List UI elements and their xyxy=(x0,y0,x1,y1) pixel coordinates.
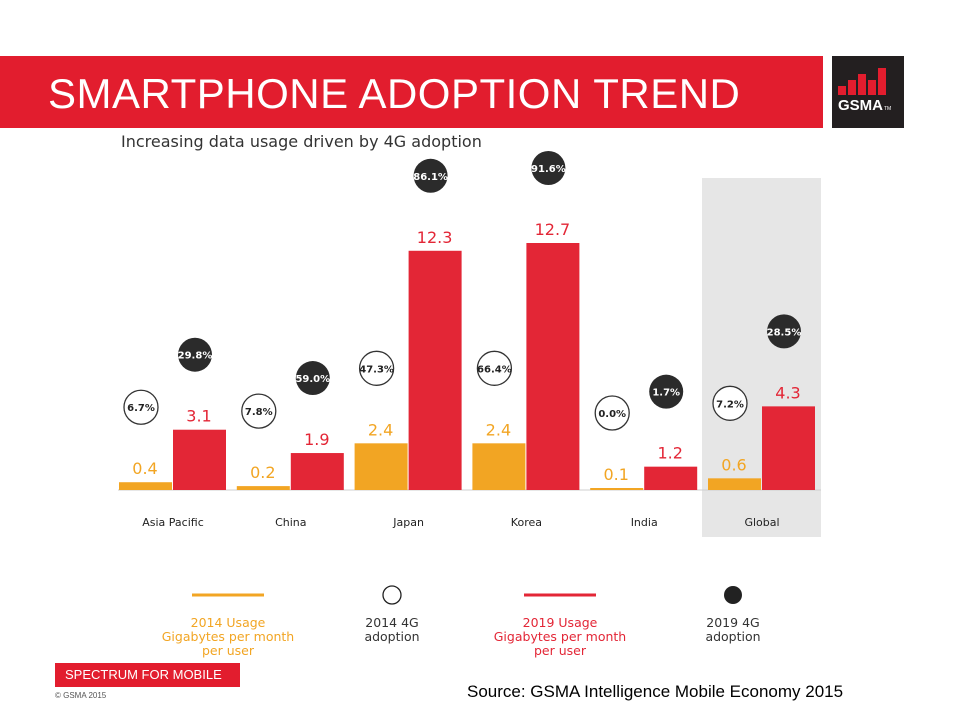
bar-2014 xyxy=(354,443,408,490)
data-label-2019: 12.3 xyxy=(417,228,453,247)
legend-label-line: Gigabytes per month xyxy=(494,629,626,644)
logo-block-2 xyxy=(848,80,856,95)
data-label-2019: 1.2 xyxy=(657,444,682,463)
data-label-2014: 0.1 xyxy=(603,465,628,484)
bar-2019 xyxy=(644,466,698,490)
legend-label-line: Gigabytes per month xyxy=(162,629,294,644)
legend-label-line: adoption xyxy=(705,629,760,644)
adoption-2019-badge xyxy=(178,337,212,372)
adoption-2014-label: 7.8% xyxy=(245,407,273,418)
legend-swatch-open-circle xyxy=(382,585,402,605)
logo-wordmark: GSMA xyxy=(838,97,883,114)
logo-block-4 xyxy=(868,80,876,95)
category-label: Japan xyxy=(392,516,424,529)
adoption-2019-badge xyxy=(767,314,801,349)
legend-label-line: adoption xyxy=(364,629,419,644)
title-bar: SMARTPHONE ADOPTION TREND xyxy=(0,56,823,128)
adoption-2019-label: 29.8% xyxy=(178,351,213,362)
category-label: Asia Pacific xyxy=(142,516,204,529)
legend-label-line: 2019 Usage xyxy=(523,615,598,630)
section-tag: SPECTRUM FOR MOBILE xyxy=(55,663,240,687)
bar-2014 xyxy=(708,478,761,490)
legend-label-line: per user xyxy=(202,643,255,658)
bar-2019 xyxy=(762,406,815,490)
data-label-2019: 1.9 xyxy=(304,430,329,449)
copyright-text: © GSMA 2015 xyxy=(55,691,107,700)
chart-title: Increasing data usage driven by 4G adopt… xyxy=(121,132,482,151)
legend-swatch-filled-circle xyxy=(724,586,742,604)
category-label: India xyxy=(631,516,658,529)
legend-label: 2014 Usage Gigabytes per month per user xyxy=(162,615,294,658)
bar-2019 xyxy=(408,250,462,490)
category-label: Global xyxy=(744,516,779,529)
data-label-2014: 2.4 xyxy=(368,420,393,439)
logo-trademark: TM xyxy=(884,106,891,112)
adoption-2019-label: 1.7% xyxy=(652,388,680,399)
bar-2019 xyxy=(173,429,226,490)
adoption-2019-badge xyxy=(649,374,684,409)
adoption-2019-label: 28.5% xyxy=(767,327,802,338)
legend-label: 2014 4G adoption xyxy=(364,615,419,644)
adoption-2019-label: 59.0% xyxy=(295,374,330,385)
bar-2014 xyxy=(590,488,644,490)
adoption-2014-label: 0.0% xyxy=(598,409,626,420)
source-citation: Source: GSMA Intelligence Mobile Economy… xyxy=(467,682,844,701)
data-label-2019: 12.7 xyxy=(535,220,571,239)
adoption-2014-badge xyxy=(241,393,277,429)
bar-2019 xyxy=(290,453,344,490)
logo-block-5 xyxy=(878,68,886,95)
adoption-2019-badge xyxy=(295,361,330,396)
adoption-2014-badge xyxy=(712,385,748,421)
adoption-2019-badge xyxy=(531,151,566,185)
legend-label: 2019 Usage Gigabytes per month per user xyxy=(494,615,626,658)
data-label-2019: 4.3 xyxy=(775,383,800,402)
legend-label-line: 2019 4G xyxy=(706,615,759,630)
data-label-2014: 0.4 xyxy=(132,459,157,478)
logo-block-1 xyxy=(838,86,846,95)
bar-2014 xyxy=(119,482,172,490)
adoption-2019-label: 91.6% xyxy=(531,164,566,175)
adoption-2019-label: 86.1% xyxy=(413,172,448,183)
data-label-2014: 2.4 xyxy=(486,420,511,439)
adoption-2014-label: 66.4% xyxy=(477,364,512,375)
page-title: SMARTPHONE ADOPTION TREND xyxy=(48,70,741,117)
gsma-logo: GSMA TM xyxy=(832,56,904,128)
adoption-2014-badge xyxy=(123,389,159,425)
adoption-2014-label: 6.7% xyxy=(127,403,155,414)
adoption-2014-badge xyxy=(358,350,395,386)
legend-label-line: 2014 4G xyxy=(365,615,418,630)
data-label-2014: 0.6 xyxy=(721,455,746,474)
bar-2019 xyxy=(526,243,580,490)
bar-2014 xyxy=(472,443,526,490)
legend-label-line: 2014 Usage xyxy=(191,615,266,630)
bar-2014 xyxy=(236,486,290,490)
data-label-2014: 0.2 xyxy=(250,463,275,482)
legend-label: 2019 4G adoption xyxy=(705,615,760,644)
adoption-2019-badge xyxy=(413,158,448,193)
adoption-2014-label: 47.3% xyxy=(359,364,394,375)
category-label: China xyxy=(275,516,306,529)
legend-label-line: per user xyxy=(534,643,587,658)
adoption-2014-label: 7.2% xyxy=(716,399,744,410)
adoption-2014-badge xyxy=(594,395,630,431)
logo-block-3 xyxy=(858,74,866,95)
data-label-2019: 3.1 xyxy=(186,407,211,426)
category-label: Korea xyxy=(511,516,542,529)
adoption-2014-badge xyxy=(476,350,513,386)
